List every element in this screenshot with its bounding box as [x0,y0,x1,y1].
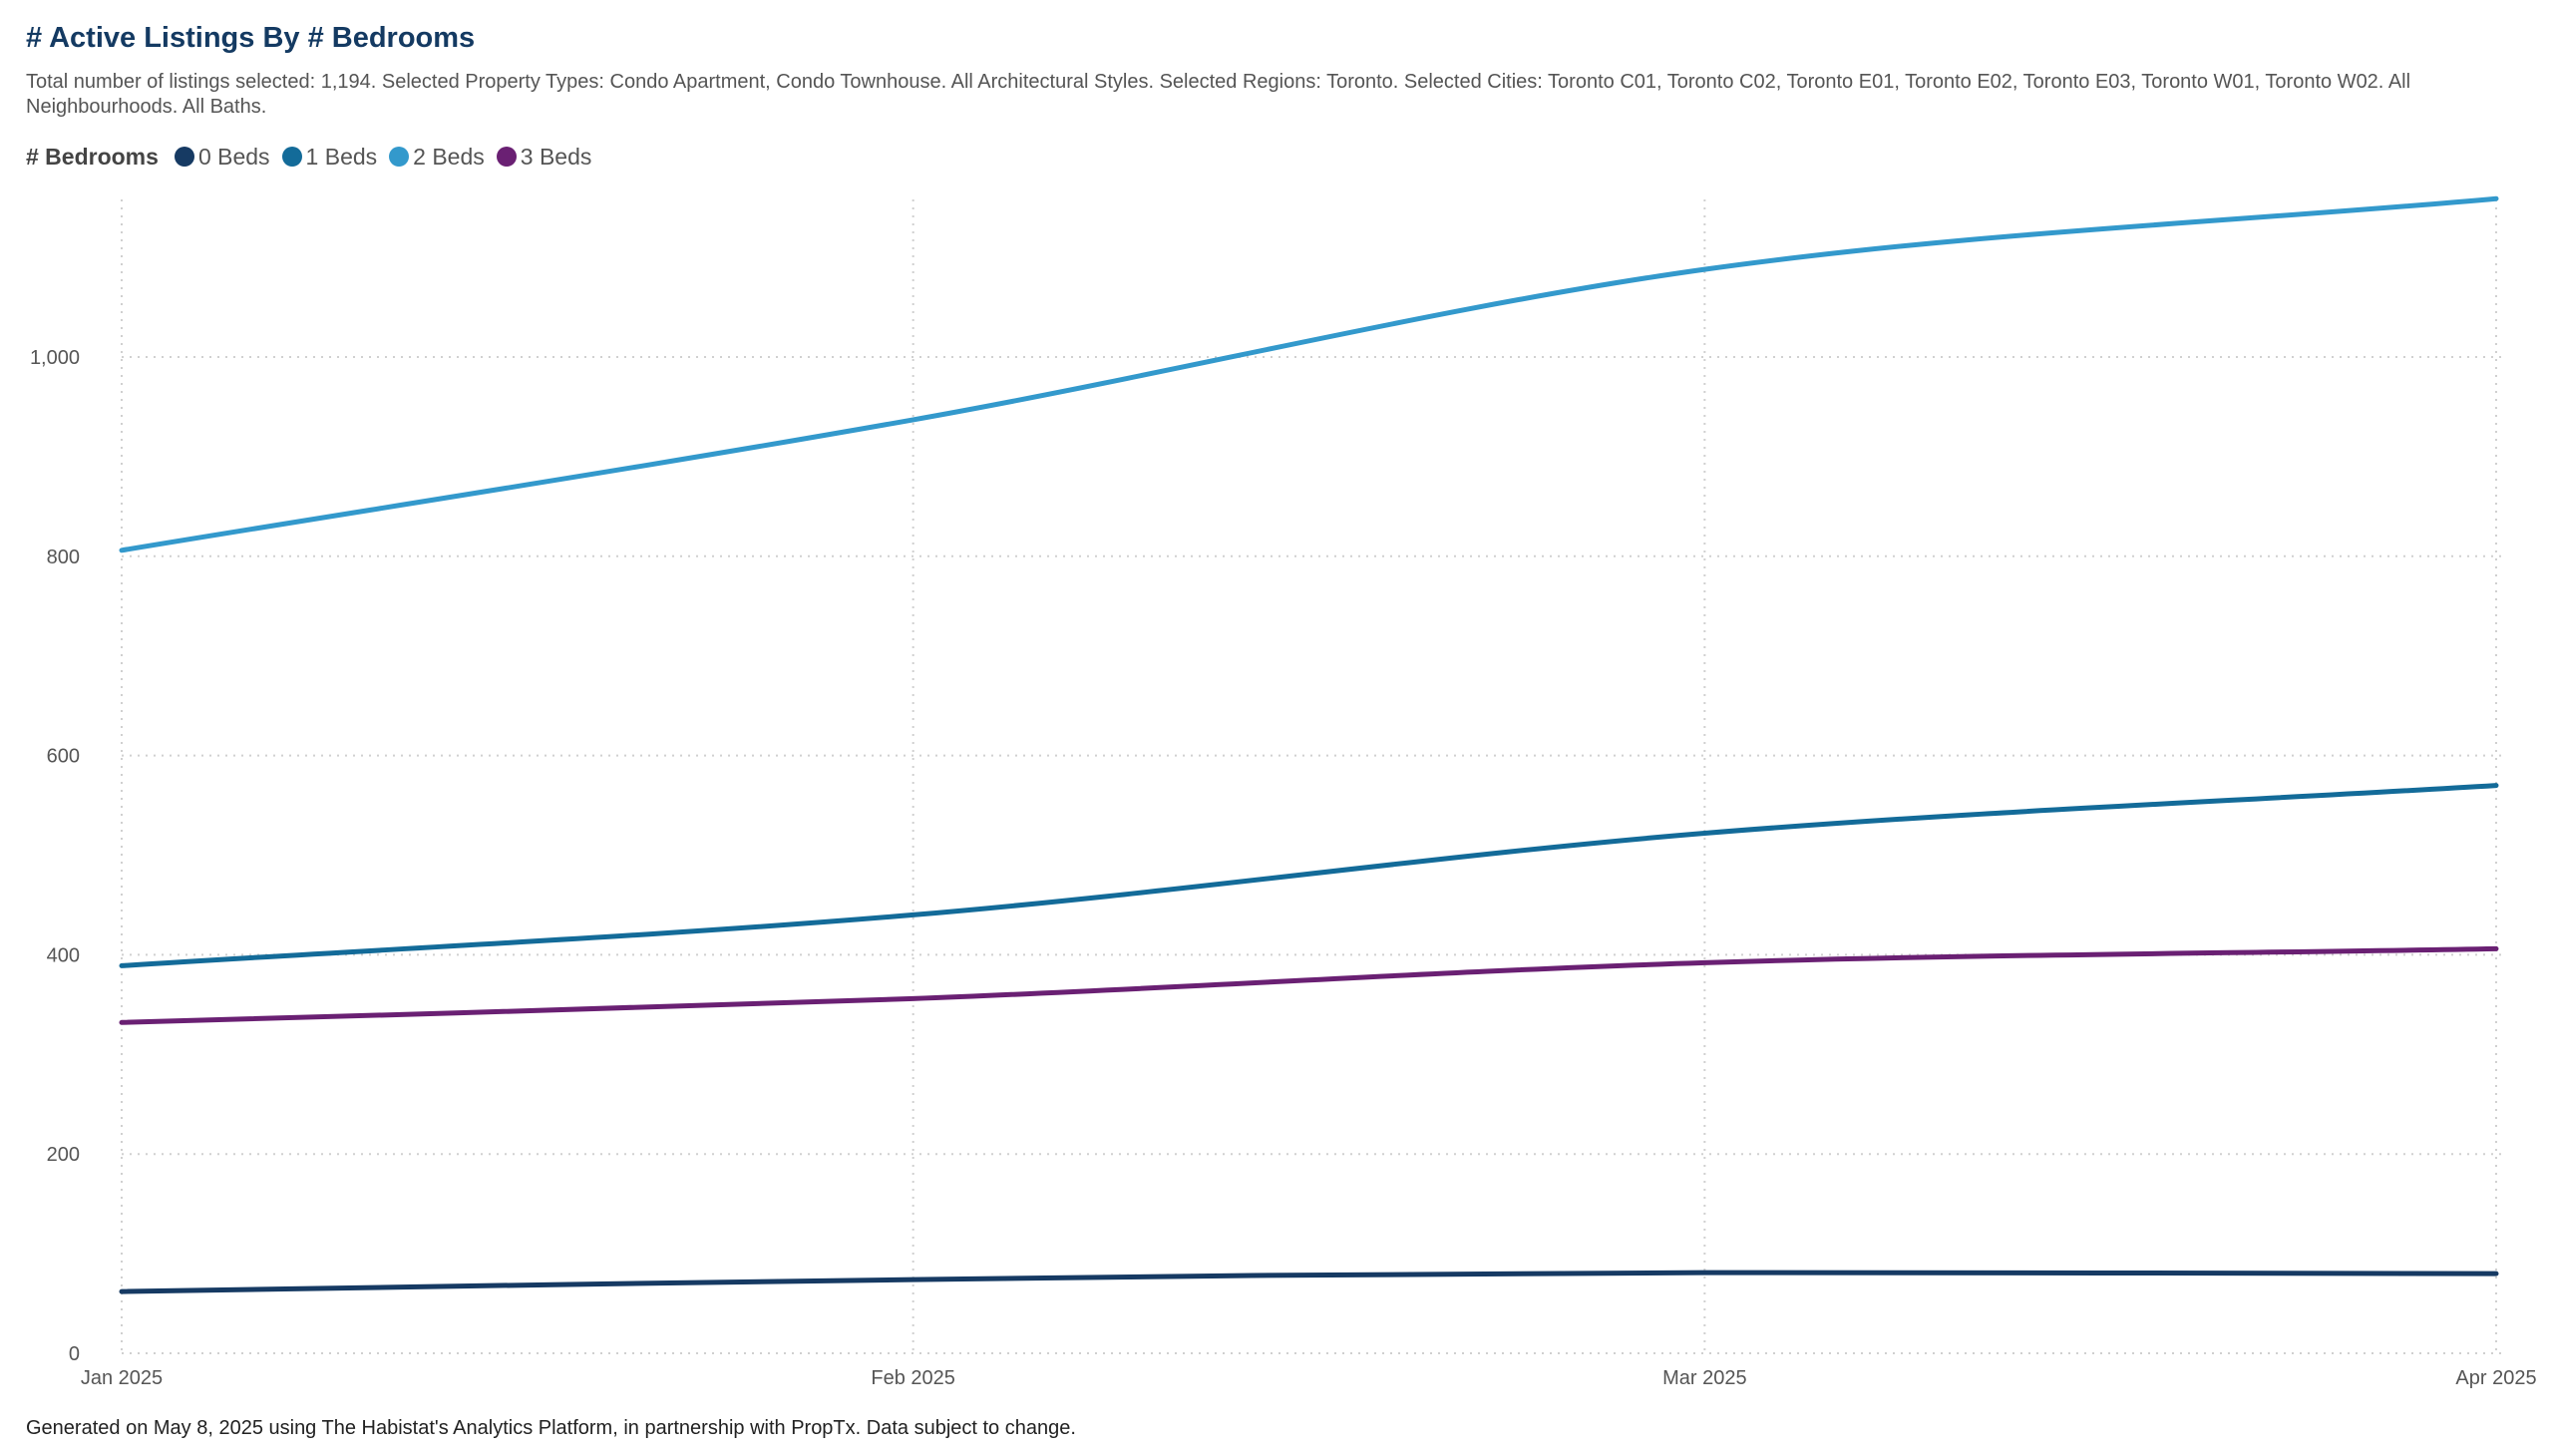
series-line-3-beds[interactable] [119,945,2499,1025]
y-tick-label: 600 [47,746,80,768]
x-tick-label: Mar 2025 [1662,1367,1747,1389]
legend: # Bedrooms 0 Beds 1 Beds 2 Beds 3 Beds [26,142,603,172]
series-lines [119,195,2499,1294]
legend-dot-0-beds [174,147,194,167]
x-tick-label: Feb 2025 [871,1367,955,1389]
legend-dot-3-beds [496,147,517,167]
legend-label-3-beds: 3 Beds [520,143,592,170]
x-axis: Jan 2025 Feb 2025 Mar 2025 Apr 2025 [81,1367,2537,1389]
legend-item-0-beds[interactable]: 0 Beds [174,143,270,171]
legend-label-2-beds: 2 Beds [413,143,485,170]
chart-title: # Active Listings By # Bedrooms [26,22,476,54]
legend-title: # Bedrooms [26,143,159,170]
footer-note: Generated on May 8, 2025 using The Habis… [26,1417,1076,1439]
series-line-0-beds[interactable] [119,1270,2499,1294]
x-tick-label: Jan 2025 [81,1367,163,1389]
series-line-2-beds[interactable] [119,195,2499,553]
legend-label-1-beds: 1 Beds [305,143,378,170]
series-line-1-beds[interactable] [119,783,2499,968]
y-tick-label: 0 [69,1343,80,1365]
x-tick-label: Apr 2025 [2455,1367,2536,1389]
legend-label-0-beds: 0 Beds [197,143,270,170]
legend-dot-2-beds [389,147,410,167]
y-tick-label: 200 [47,1144,80,1166]
gridlines [121,199,2504,1354]
chart-subtitle: Total number of listings selected: 1,194… [26,71,2411,118]
y-tick-label: 800 [47,546,80,568]
y-tick-label: 400 [47,944,80,966]
legend-item-2-beds[interactable]: 2 Beds [389,144,485,171]
legend-item-1-beds[interactable]: 1 Beds [281,143,378,171]
y-axis: 0 200 400 600 800 1,000 [30,347,80,1365]
legend-dot-1-beds [281,147,302,167]
legend-item-3-beds[interactable]: 3 Beds [496,143,592,171]
y-tick-label: 1,000 [30,347,80,369]
